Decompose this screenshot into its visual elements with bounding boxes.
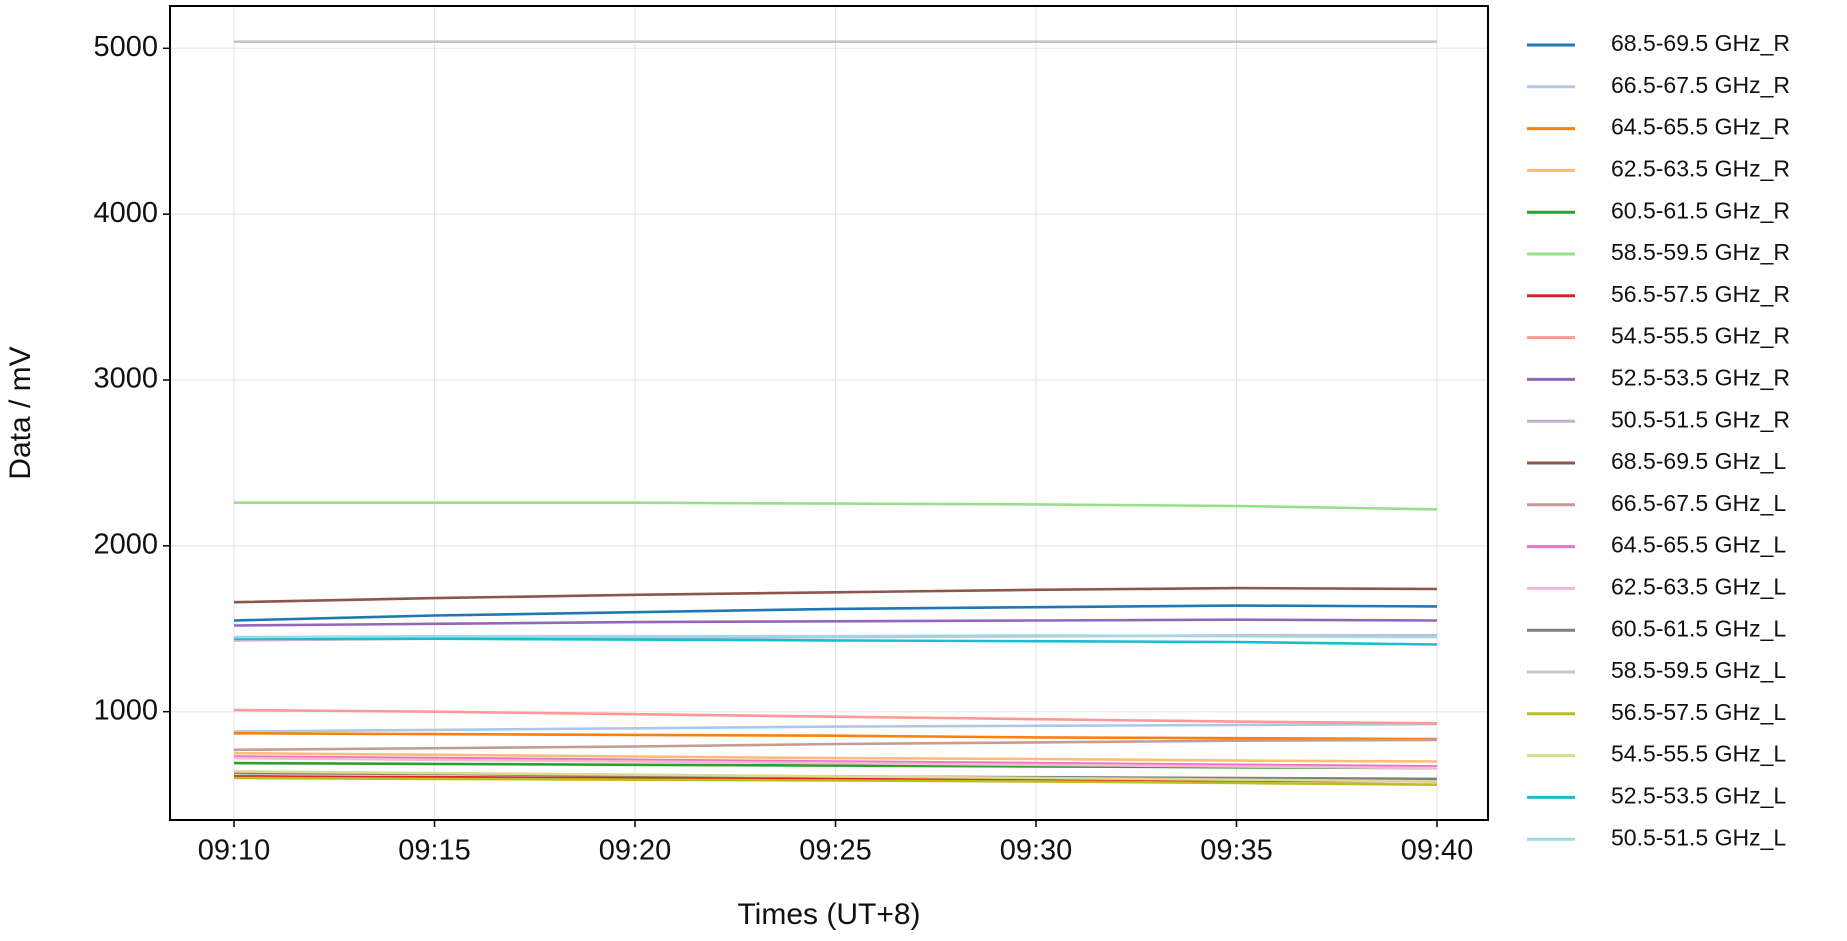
legend-label: 54.5-55.5 GHz_R	[1611, 323, 1790, 349]
series-line	[233, 634, 1438, 639]
y-tick-label: 2000	[93, 529, 158, 561]
y-tick-label: 1000	[93, 694, 158, 726]
x-axis-label: Times (UT+8)	[737, 898, 920, 931]
legend-label: 68.5-69.5 GHz_L	[1611, 448, 1786, 474]
legend-label: 66.5-67.5 GHz_L	[1611, 490, 1786, 516]
y-tick-label: 5000	[93, 31, 158, 63]
x-tick-label: 09:15	[398, 835, 471, 867]
x-tick-label: 09:25	[799, 835, 872, 867]
legend-label: 50.5-51.5 GHz_R	[1611, 406, 1790, 432]
legend-label: 56.5-57.5 GHz_R	[1611, 281, 1790, 307]
x-tick-label: 09:35	[1200, 835, 1273, 867]
legend-label: 50.5-51.5 GHz_L	[1611, 824, 1786, 850]
series-line	[233, 755, 1438, 768]
legend-label: 62.5-63.5 GHz_L	[1611, 573, 1786, 599]
series-line	[234, 637, 1438, 646]
legend-label: 66.5-67.5 GHz_R	[1611, 72, 1790, 98]
legend-label: 58.5-59.5 GHz_R	[1611, 239, 1790, 265]
legend-label: 60.5-61.5 GHz_L	[1611, 615, 1786, 641]
x-tick-label: 09:20	[599, 835, 672, 867]
y-tick-label: 4000	[93, 197, 158, 229]
legend-label: 64.5-65.5 GHz_R	[1611, 114, 1790, 140]
series-line	[233, 770, 1438, 783]
legend-label: 62.5-63.5 GHz_R	[1611, 155, 1790, 181]
y-axis-label: Data / mV	[4, 346, 37, 479]
y-tick-label: 3000	[93, 363, 158, 395]
legend-label: 58.5-59.5 GHz_L	[1611, 657, 1786, 683]
series-line	[233, 722, 1438, 733]
x-tick-label: 09:30	[1000, 835, 1073, 867]
legend-label: 68.5-69.5 GHz_R	[1611, 30, 1790, 56]
plot-frame	[169, 5, 1489, 821]
legend-label: 52.5-53.5 GHz_L	[1611, 782, 1786, 808]
legend-label: 52.5-53.5 GHz_R	[1611, 364, 1790, 390]
legend-label: 56.5-57.5 GHz_L	[1611, 699, 1786, 725]
series-line	[233, 751, 1438, 763]
series-line	[233, 586, 1438, 604]
series-line	[233, 776, 1438, 786]
series-line	[233, 604, 1438, 622]
series-line	[234, 501, 1438, 511]
series-line	[233, 732, 1438, 741]
legend-label: 54.5-55.5 GHz_L	[1611, 741, 1786, 767]
series-line	[233, 756, 1438, 770]
series-line	[233, 738, 1438, 752]
x-tick-label: 09:10	[198, 835, 271, 867]
legend-label: 60.5-61.5 GHz_R	[1611, 197, 1790, 223]
series-line	[233, 708, 1438, 725]
x-tick-label: 09:40	[1401, 835, 1474, 867]
legend-label: 64.5-65.5 GHz_L	[1611, 532, 1786, 558]
series-line	[233, 618, 1438, 627]
